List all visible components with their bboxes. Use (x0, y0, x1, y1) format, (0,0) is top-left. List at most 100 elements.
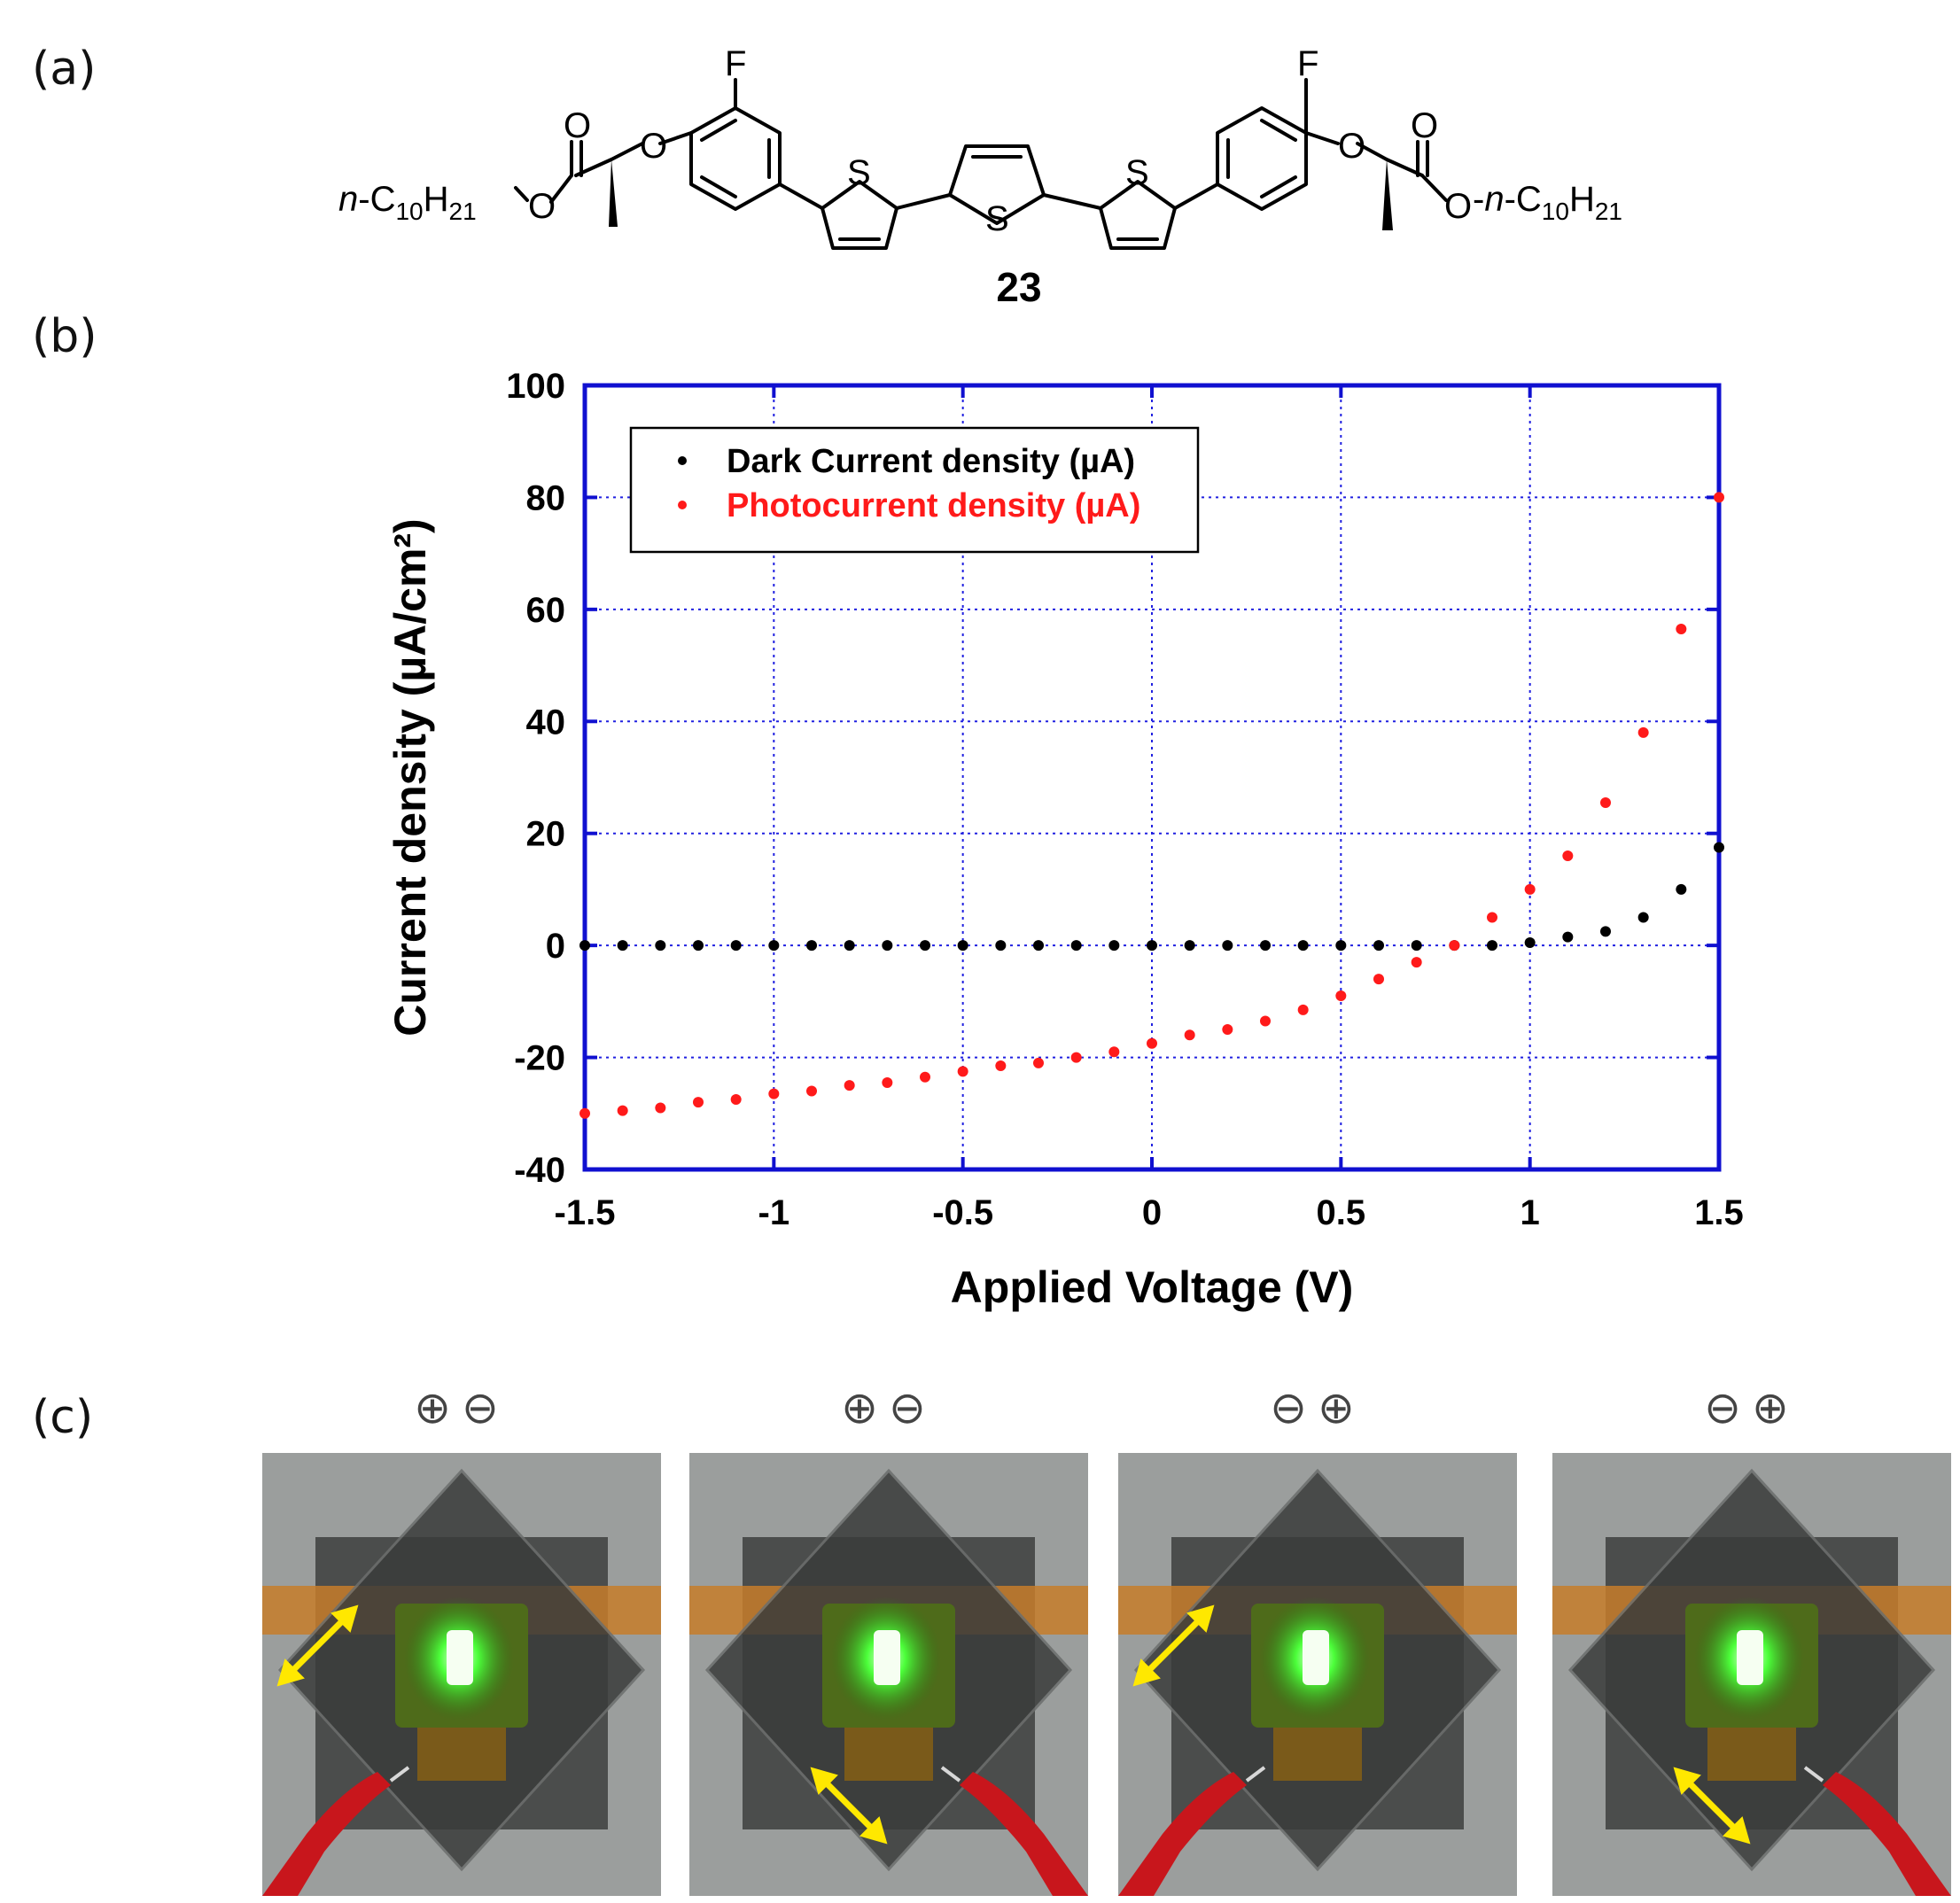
dark-current-point (730, 940, 742, 952)
emitting-pixel (1303, 1630, 1329, 1685)
photocurrent-point (1714, 492, 1724, 503)
y-tick-label: -40 (514, 1151, 565, 1190)
y-tick-label: 20 (526, 815, 566, 854)
atom-o-ester-left: O (528, 187, 556, 226)
photocurrent-point (1562, 851, 1574, 861)
molecular-structure: O O O F S S S F O O O n-C10H21 -n-C10H21… (338, 44, 1622, 310)
atom-o-ether-left: O (640, 127, 667, 166)
dark-current-point (1184, 940, 1195, 952)
x-tick-label: 0 (1142, 1193, 1162, 1232)
electrode-lead (844, 1728, 933, 1781)
chart-points (579, 492, 1724, 1119)
photo-cell-3: ⊖⊕ (1118, 1382, 1517, 1896)
dark-current-point (882, 940, 893, 952)
emitting-pixel (1737, 1630, 1763, 1685)
photocurrent-point (730, 1093, 742, 1105)
dark-current-point (1260, 940, 1271, 952)
legend-marker-dark (678, 456, 687, 465)
photocurrent-point (1637, 726, 1649, 738)
alligator-clip (1118, 1772, 1247, 1896)
emitting-pixel (874, 1630, 900, 1685)
alligator-clip (1823, 1772, 1951, 1896)
panel-label-b: (b) (32, 310, 97, 363)
atom-o-ester-right: O (1444, 187, 1472, 226)
polarization-arrow (276, 1604, 359, 1687)
y-tick-label: 60 (526, 591, 566, 630)
dark-current-point (806, 940, 817, 952)
clip-tip (389, 1766, 410, 1783)
dark-current-point (1487, 940, 1497, 952)
x-axis-label: Applied Voltage (V) (951, 1262, 1354, 1312)
right-chain-label: -n-C10H21 (1473, 180, 1622, 225)
photocurrent-point (1449, 940, 1460, 952)
dark-current-point (1070, 940, 1082, 952)
photocurrent-point (1147, 1037, 1157, 1049)
x-tick-label: 0.5 (1317, 1193, 1366, 1232)
dark-current-point (655, 940, 666, 952)
polarity-label: ⊖⊕ (1704, 1382, 1800, 1433)
device-photo (1552, 1453, 1951, 1896)
dark-current-point (1373, 940, 1384, 952)
photocurrent-point (1676, 623, 1687, 634)
legend-marker-photo (678, 501, 687, 509)
dark-current-point (957, 940, 968, 952)
electrode-lead (1707, 1728, 1796, 1781)
photo-cell-2: ⊕⊖ (689, 1382, 1088, 1896)
x-tick-label: 1 (1521, 1193, 1540, 1232)
chart-ticks: -1.5 -1 -0.5 0 0.5 1 1.5 -40 -20 0 20 40 60 80 100 (506, 367, 1744, 1232)
photocurrent-point (1108, 1046, 1120, 1058)
dark-current-point (1335, 940, 1347, 952)
compound-number: 23 (996, 264, 1041, 310)
electrode-lead (1273, 1728, 1362, 1781)
atom-s-thiophene-1: S (847, 153, 871, 192)
dark-current-point (995, 940, 1007, 952)
polarization-arrow (1132, 1604, 1215, 1687)
photocurrent-point (1373, 974, 1384, 985)
dark-current-point (1108, 940, 1120, 952)
photocurrent-point (768, 1088, 780, 1099)
dark-current-point (920, 940, 930, 952)
dark-current-point (844, 940, 855, 952)
device-photo-row: ⊕⊖ ⊕⊖ ⊖⊕ ⊖⊕ (0, 1382, 1960, 1896)
photocurrent-point (1335, 990, 1347, 1002)
device-photo (1118, 1453, 1517, 1896)
dark-current-point (617, 940, 628, 952)
clip-tip (1245, 1766, 1266, 1783)
photocurrent-point (1184, 1029, 1195, 1041)
dark-current-point (1714, 842, 1724, 853)
dark-current-point (768, 940, 780, 952)
photocurrent-point (806, 1085, 817, 1097)
photocurrent-point (655, 1102, 666, 1114)
legend-entry-dark: Dark Current density (µA) (727, 443, 1135, 480)
atom-f-right: F (1297, 44, 1318, 83)
polarity-label: ⊖⊕ (1270, 1382, 1365, 1433)
dark-current-point (579, 940, 590, 952)
dark-current-point (1600, 926, 1611, 937)
y-tick-label: 100 (506, 367, 565, 406)
dark-current-point (1637, 912, 1649, 923)
panel-label-a: (a) (32, 43, 97, 96)
photocurrent-point (693, 1097, 704, 1108)
photocurrent-point (1487, 912, 1497, 923)
emitting-pixel (447, 1630, 473, 1685)
electrode-lead (417, 1728, 506, 1781)
polarization-arrow (1673, 1767, 1751, 1845)
photo-cell-4: ⊖⊕ (1552, 1382, 1951, 1896)
dark-current-point (1411, 940, 1422, 952)
atom-o-carbonyl-right: O (1411, 106, 1438, 145)
y-tick-label: 80 (526, 478, 566, 517)
clip-tip (940, 1766, 961, 1783)
photocurrent-point (995, 1060, 1007, 1072)
dark-current-point (1524, 936, 1536, 948)
dark-current-point (1033, 940, 1044, 952)
alligator-clip (960, 1772, 1088, 1896)
x-tick-label: -1.5 (555, 1193, 616, 1232)
dark-current-point (1147, 940, 1157, 952)
photocurrent-point (1070, 1052, 1082, 1063)
polarity-label: ⊕⊖ (414, 1382, 509, 1433)
photocurrent-point (1260, 1015, 1271, 1027)
photocurrent-point (957, 1066, 968, 1077)
polarization-arrow (810, 1767, 888, 1845)
photocurrent-point (1524, 883, 1536, 895)
chart-legend: Dark Current density (µA) Photocurrent d… (629, 426, 1200, 554)
